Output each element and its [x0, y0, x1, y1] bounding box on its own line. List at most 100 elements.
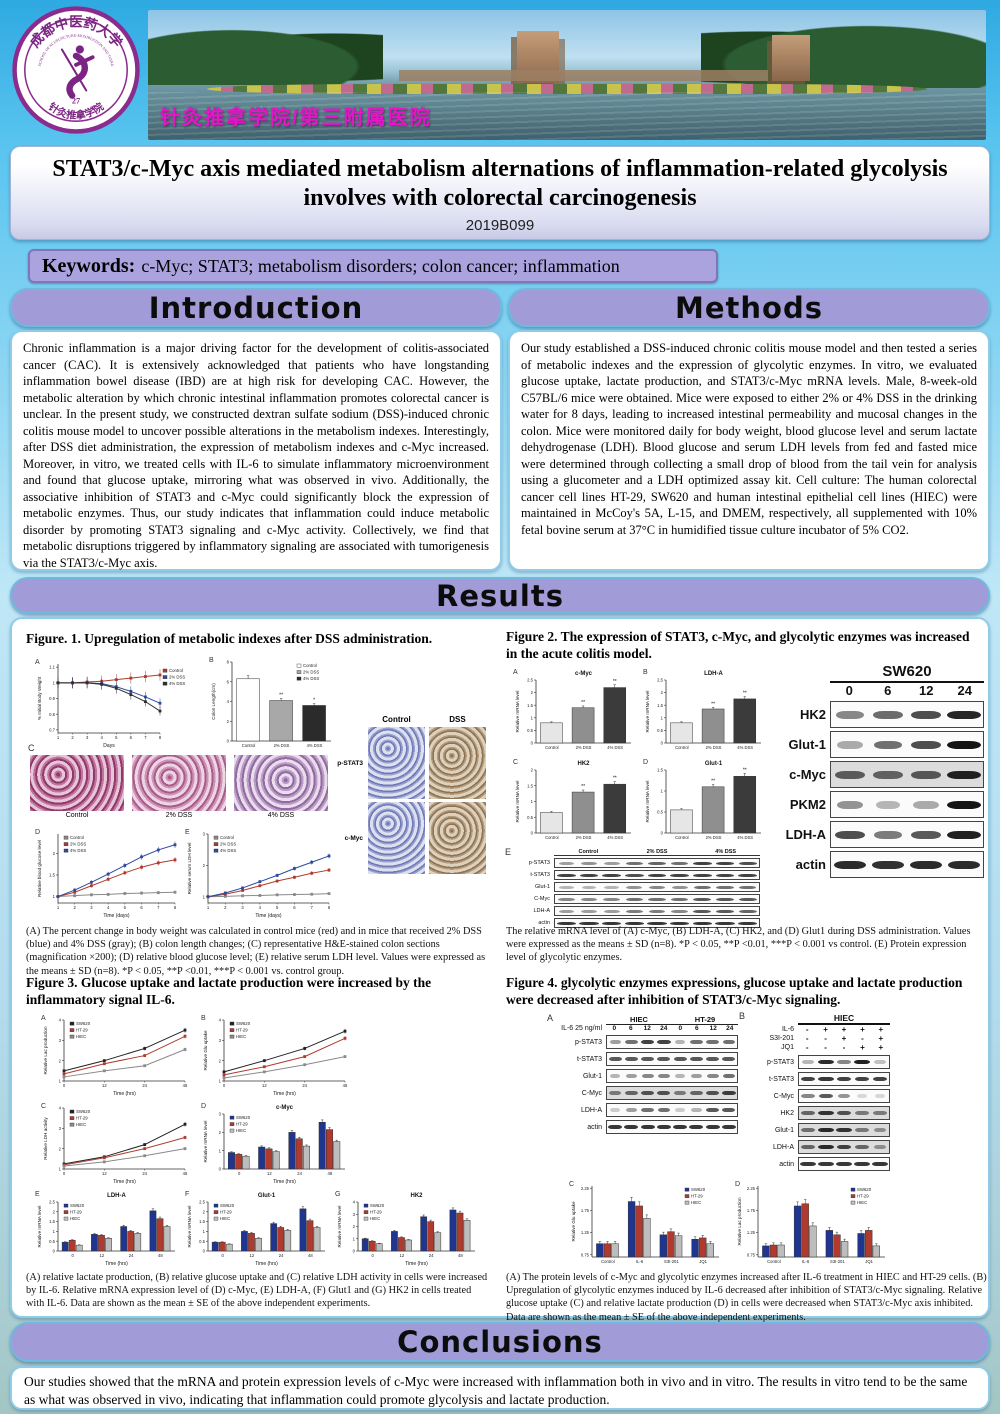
blot-band — [818, 1144, 834, 1150]
svg-text:HIEC: HIEC — [691, 1200, 701, 1205]
blot-condition-value: + — [878, 1025, 884, 1034]
blot-lane-slot — [705, 1090, 721, 1096]
svg-text:A: A — [41, 1015, 46, 1022]
blot-band — [836, 1110, 852, 1116]
blot-lane-slot — [646, 873, 669, 877]
svg-text:0.5: 0.5 — [527, 815, 533, 820]
blot-band — [836, 1161, 852, 1167]
blot-band — [818, 1110, 834, 1116]
ihc-image-pstat3-dss — [429, 727, 486, 799]
keywords-bar: Keywords: c-Myc; STAT3; metabolism disor… — [28, 249, 718, 283]
blot-lane-slot — [688, 1056, 704, 1062]
svg-text:24: 24 — [302, 1083, 307, 1088]
blot-lane-slot — [721, 1090, 737, 1096]
svg-text:4: 4 — [219, 1018, 222, 1023]
svg-text:5: 5 — [276, 905, 279, 910]
svg-text:1.25: 1.25 — [581, 1230, 590, 1235]
blot-band — [626, 885, 643, 889]
blot-band — [835, 770, 865, 779]
banner-gate-tower-2 — [772, 34, 810, 82]
blot-band — [692, 921, 712, 925]
figure1-chart-colonlength: 0 2 4 6 8 Colon Length(cm) Control 2% DSS 4% DSS… — [208, 655, 336, 751]
svg-text:24: 24 — [142, 1083, 147, 1088]
svg-text:C: C — [513, 759, 518, 766]
blot-protein-row: PKM2 — [772, 791, 984, 818]
blot-lane-box — [798, 1055, 890, 1069]
blot-lane-slot — [714, 909, 737, 913]
blot-lane-slot — [668, 873, 691, 877]
blot-lane-slot — [600, 921, 623, 925]
blot-group-label: HT-29 — [672, 1015, 738, 1025]
blot-band — [722, 1056, 736, 1062]
blot-lane-slot — [705, 1124, 721, 1130]
blot-protein-row: HK2 — [772, 701, 984, 728]
svg-text:IL-6: IL-6 — [636, 1259, 644, 1264]
svg-text:6: 6 — [130, 735, 133, 740]
blot-protein-row: LDH-A — [772, 821, 984, 848]
svg-text:2: 2 — [531, 690, 534, 695]
svg-text:LDH-A: LDH-A — [107, 1193, 126, 1199]
blot-band — [874, 1059, 886, 1065]
figure1-chart-serumldh: 1 2 3 Relative serum LDH level Time (days) 1 2… — [184, 827, 334, 919]
blot-band — [855, 1144, 869, 1150]
svg-text:Relative mRNA level: Relative mRNA level — [337, 1206, 342, 1248]
svg-text:Time (days): Time (days) — [255, 913, 282, 919]
svg-text:**: ** — [279, 692, 283, 698]
blot-band — [911, 770, 941, 779]
svg-text:12: 12 — [262, 1083, 267, 1088]
svg-text:0.9: 0.9 — [49, 696, 55, 701]
blot-lane-slot — [705, 1073, 721, 1079]
blot-lane-slot — [799, 1161, 817, 1167]
svg-text:1: 1 — [353, 1236, 356, 1241]
blot-lane-slot — [721, 1107, 737, 1113]
svg-text:0: 0 — [71, 1253, 74, 1258]
blot-lane-slot — [835, 1127, 853, 1133]
svg-text:JQ1: JQ1 — [699, 1259, 707, 1264]
blot-lane-slot — [623, 1090, 639, 1096]
svg-text:0: 0 — [223, 1083, 226, 1088]
blot-band — [624, 921, 644, 925]
svg-text:Control: Control — [303, 663, 317, 668]
svg-text:1: 1 — [661, 789, 664, 794]
blot-band — [625, 1107, 637, 1113]
blot-band — [558, 909, 575, 913]
svg-text:0.8: 0.8 — [49, 712, 55, 717]
blot-lane-slot — [646, 897, 669, 901]
svg-text:1.5: 1.5 — [199, 1219, 205, 1224]
blot-band — [909, 860, 943, 869]
svg-text:HIEC: HIEC — [76, 1122, 86, 1127]
blot-protein-row: t-STAT3 — [560, 1052, 738, 1066]
blot-lane-slot — [607, 1090, 623, 1096]
svg-text:c-Myc: c-Myc — [575, 671, 593, 677]
svg-text:2.5: 2.5 — [527, 678, 533, 683]
svg-text:2: 2 — [219, 1058, 222, 1063]
banner-trees-left — [148, 23, 383, 86]
svg-text:HT-29: HT-29 — [220, 1210, 232, 1215]
blot-condition-value: - — [805, 1025, 809, 1034]
blot-lane-slot — [668, 921, 691, 925]
svg-text:1: 1 — [57, 905, 60, 910]
blot-lane-slot — [736, 897, 759, 901]
svg-text:Relative mRNA level: Relative mRNA level — [645, 691, 650, 733]
blot-lane-slot — [640, 1056, 656, 1062]
blot-band — [854, 1161, 870, 1167]
figure3-chart-hk2: 0 1 2 3 4 HK2 Relative mRNA level Time (hrs) 0 12… — [334, 1189, 480, 1267]
blot-lane-rowlabel: IL-6 25 ng/ml — [561, 1025, 602, 1032]
keywords-text: c-Myc; STAT3; metabolism disorders; colo… — [141, 255, 620, 276]
blot-lane-box — [554, 870, 760, 880]
blot-protein-row: actin — [772, 851, 984, 878]
svg-text:Colon Length(cm): Colon Length(cm) — [211, 683, 216, 720]
svg-text:0: 0 — [661, 741, 664, 746]
blot-lane-slot — [668, 861, 691, 865]
blot-lane-slot — [871, 1110, 889, 1116]
blot-lane-slot — [555, 861, 578, 865]
blot-cellline-header: SW620 — [830, 663, 984, 683]
svg-text:JQ1: JQ1 — [865, 1259, 873, 1264]
blot-lane-slot — [688, 1107, 704, 1113]
svg-text:0: 0 — [53, 1249, 56, 1254]
svg-text:HK2: HK2 — [410, 1193, 423, 1199]
svg-text:0.75: 0.75 — [581, 1252, 590, 1257]
blot-lane-box — [798, 1089, 890, 1103]
blot-lane-box — [606, 1120, 738, 1134]
